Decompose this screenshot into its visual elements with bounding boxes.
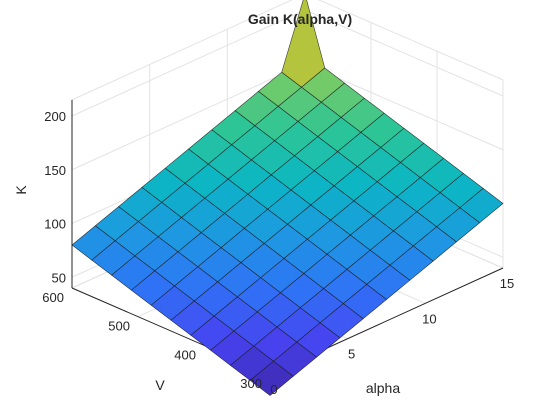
box-edge [71,0,293,101]
z-gridline [71,63,306,171]
z-tick-label: 100 [44,217,66,232]
tick-labels: 0 5 10 15 300 400 500 600 50 100 150 200 [42,109,514,397]
x-tick-label: 10 [422,311,436,326]
surface-patch [249,360,294,396]
x-tick-label: 5 [348,347,355,362]
y-axis-label: V [155,377,165,393]
z-tick-label: 50 [52,270,66,285]
x-tick-label: 15 [500,276,514,291]
chart-title: Gain K(alpha,V) [248,11,352,27]
surface [71,0,504,396]
box-edge [317,0,504,81]
y-tick-label: 600 [42,290,64,305]
z-gridline [304,9,504,97]
y-tick-label: 400 [174,347,196,362]
x-tick-label: 0 [270,382,277,397]
y-tick-label: 500 [108,319,130,334]
z-axis-label: K [13,185,29,195]
z-tick-label: 200 [44,109,66,124]
x-axis-label: alpha [366,380,400,396]
z-tick-label: 150 [44,163,66,178]
z-gridline [71,9,306,117]
y-tick-label: 300 [240,376,262,391]
